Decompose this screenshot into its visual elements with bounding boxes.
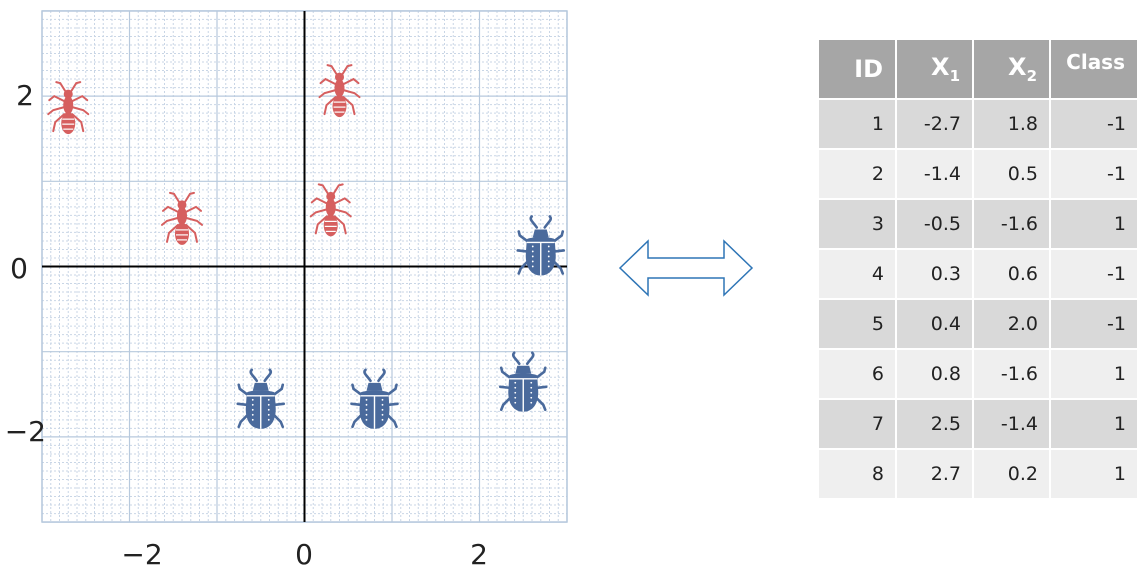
cell-x1: 2.5	[897, 400, 972, 448]
header-x1-subscript: 1	[949, 66, 960, 85]
header-id: ID	[819, 40, 895, 98]
y-tick-label: 0	[10, 252, 28, 285]
table-header-row: ID X1 X2 Class	[819, 40, 1137, 98]
cell-x1: -2.7	[897, 100, 972, 148]
cell-x1: -1.4	[897, 150, 972, 198]
cell-x1: -0.5	[897, 200, 972, 248]
cell-x2: 0.5	[974, 150, 1049, 198]
y-tick-label: 2	[16, 79, 34, 112]
ant-icon	[309, 183, 352, 238]
cell-class: -1	[1051, 300, 1137, 348]
cell-id: 4	[819, 250, 895, 298]
x-tick-label: −2	[121, 538, 162, 571]
header-x1: X1	[897, 40, 972, 98]
header-x1-label: X	[931, 53, 950, 82]
cell-id: 1	[819, 100, 895, 148]
header-x2-subscript: 2	[1026, 66, 1037, 85]
cell-class: 1	[1051, 450, 1137, 498]
insect-scatter-plot: −2 0 2 2 0 −2	[5, 10, 568, 571]
cell-id: 5	[819, 300, 895, 348]
table-row: 3 -0.5 -1.6 1	[819, 200, 1137, 248]
table-row: 4 0.3 0.6 -1	[819, 250, 1137, 298]
cell-x1: 0.8	[897, 350, 972, 398]
ant-icon	[47, 81, 90, 136]
double-arrow-icon	[618, 239, 754, 297]
cell-class: -1	[1051, 250, 1137, 298]
data-table: ID X1 X2 Class 1 -2.7 1.8 -1 2 -1.4 0.5 -1 3 -0.5…	[817, 38, 1139, 500]
cell-x1: 0.4	[897, 300, 972, 348]
cell-x2: 2.0	[974, 300, 1049, 348]
cell-x2: 0.2	[974, 450, 1049, 498]
cell-x1: 0.3	[897, 250, 972, 298]
ant-icon	[161, 191, 203, 246]
header-class: Class	[1051, 40, 1137, 98]
cell-id: 3	[819, 200, 895, 248]
cell-id: 7	[819, 400, 895, 448]
cell-id: 8	[819, 450, 895, 498]
cell-class: 1	[1051, 200, 1137, 248]
cell-x2: 0.6	[974, 250, 1049, 298]
y-tick-label: −2	[5, 415, 46, 448]
cell-x1: 2.7	[897, 450, 972, 498]
cell-class: -1	[1051, 150, 1137, 198]
cell-x2: -1.4	[974, 400, 1049, 448]
table-row: 2 -1.4 0.5 -1	[819, 150, 1137, 198]
header-x2-label: X	[1008, 53, 1027, 82]
cell-class: -1	[1051, 100, 1137, 148]
cell-x2: -1.6	[974, 200, 1049, 248]
table-row: 8 2.7 0.2 1	[819, 450, 1137, 498]
ant-icon	[318, 64, 361, 119]
cell-x2: 1.8	[974, 100, 1049, 148]
table-row: 5 0.4 2.0 -1	[819, 300, 1137, 348]
beetle-icon	[236, 368, 286, 431]
table-row: 1 -2.7 1.8 -1	[819, 100, 1137, 148]
table-row: 7 2.5 -1.4 1	[819, 400, 1137, 448]
header-x2: X2	[974, 40, 1049, 98]
cell-class: 1	[1051, 400, 1137, 448]
cell-x2: -1.6	[974, 350, 1049, 398]
cell-id: 2	[819, 150, 895, 198]
insect-markers	[47, 64, 566, 431]
cell-class: 1	[1051, 350, 1137, 398]
x-tick-label: 2	[470, 538, 488, 571]
table-row: 6 0.8 -1.6 1	[819, 350, 1137, 398]
x-tick-label: 0	[295, 538, 313, 571]
cell-id: 6	[819, 350, 895, 398]
